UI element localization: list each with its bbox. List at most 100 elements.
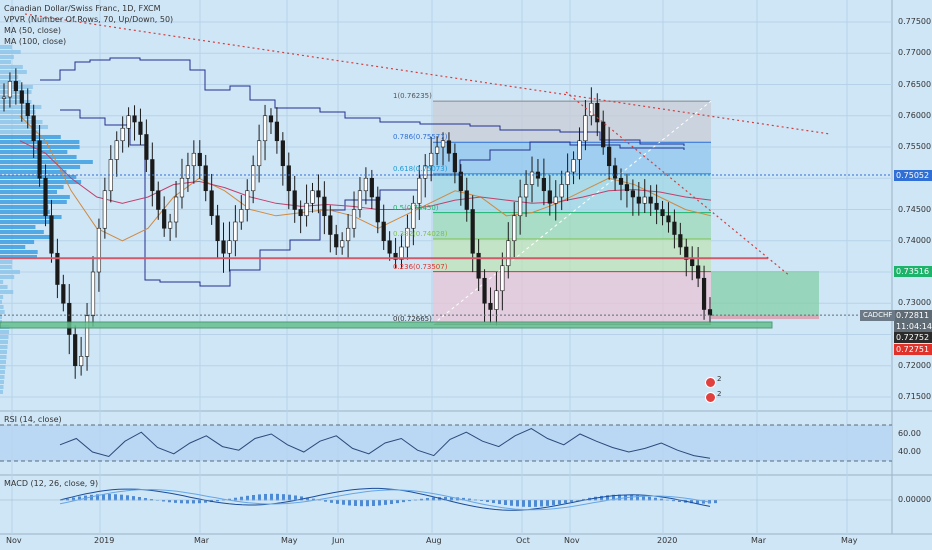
price-tick-label: 0.75500	[898, 142, 932, 151]
candle-down	[209, 190, 214, 217]
volume-profile-bar	[0, 345, 8, 349]
macd-histogram-bar	[408, 500, 411, 502]
macd-histogram-bar	[258, 494, 261, 501]
fib-zone	[433, 173, 711, 213]
volume-profile-bar	[0, 60, 12, 64]
macd-histogram-bar	[540, 500, 543, 507]
macd-histogram-bar	[240, 496, 243, 501]
volume-profile-bar	[0, 45, 12, 49]
candle-up	[245, 190, 250, 210]
volume-profile-bar	[0, 375, 5, 379]
candle-down	[595, 102, 600, 123]
candle-up	[351, 209, 357, 229]
volume-profile-bar	[0, 290, 14, 294]
candle-down	[268, 115, 274, 123]
macd-histogram-bar	[504, 500, 507, 505]
candle-up	[191, 152, 196, 167]
candle-down	[612, 165, 618, 179]
time-tick-label: Mar	[194, 536, 210, 545]
candle-up	[120, 127, 125, 142]
legend-rsi[interactable]: RSI (14, close)	[4, 415, 62, 424]
macd-histogram-bar	[90, 494, 93, 501]
macd-histogram-bar	[468, 498, 471, 501]
price-tag: 0.72751	[894, 344, 932, 356]
candle-down	[13, 81, 18, 92]
trend-drawings[interactable]	[0, 13, 892, 329]
candle-up	[7, 81, 13, 98]
macd-histogram-bar	[330, 500, 333, 503]
fib-zone	[433, 101, 711, 143]
candle-down	[701, 277, 707, 310]
volume-profile-bar	[0, 275, 15, 279]
legend-title[interactable]: Canadian Dollar/Swiss Franc, 1D, FXCM	[4, 4, 161, 13]
candle-down	[707, 309, 713, 316]
volume-profile-bar	[0, 240, 35, 244]
time-tick-label: May	[281, 536, 298, 545]
volume-profile-bar	[0, 195, 70, 199]
candle-down	[203, 165, 208, 192]
macd-histogram-bar	[360, 500, 363, 507]
vpvr-value-area-lines	[40, 57, 685, 287]
legend-macd[interactable]: MACD (12, 26, close, 9)	[4, 479, 99, 488]
price-tag: 11:04:14	[894, 321, 932, 333]
macd-histogram-bar	[510, 500, 513, 506]
event-flag-icon[interactable]	[705, 392, 716, 403]
volume-profile-bar	[0, 365, 6, 369]
candle-down	[286, 165, 291, 192]
macd-histogram-bar	[282, 494, 285, 501]
candle-up	[173, 196, 179, 223]
macd-histogram-bar	[72, 497, 75, 501]
macd-histogram-bar	[390, 500, 393, 505]
volume-profile-bar	[0, 350, 7, 354]
candle-up	[523, 184, 529, 198]
candle-down	[684, 246, 689, 260]
ma100-line	[19, 140, 712, 210]
candle-down	[156, 190, 161, 210]
legend-ma100[interactable]: MA (100, close)	[4, 37, 67, 46]
price-tick-label: 0.77500	[898, 17, 932, 26]
volume-profile-bar	[0, 105, 42, 109]
candle-down	[393, 252, 398, 260]
candle-up	[411, 202, 416, 229]
macd-histogram-bar	[564, 500, 567, 504]
candle-down	[197, 152, 202, 167]
macd-histogram-bar	[672, 500, 675, 502]
volume-profile-bar	[0, 210, 50, 214]
macd-pane[interactable]	[0, 476, 892, 534]
candle-up	[429, 152, 434, 167]
volume-profile-bar	[0, 50, 21, 54]
candle-up	[363, 177, 368, 192]
volume-profile-bar	[0, 305, 4, 309]
volume-profile-bar	[0, 260, 13, 264]
ma50-line	[19, 115, 712, 242]
legend-ma50[interactable]: MA (50, close)	[4, 26, 62, 35]
candle-up	[96, 227, 102, 273]
candle-down	[73, 334, 78, 367]
candle-down	[144, 134, 149, 160]
macd-line	[59, 487, 711, 511]
time-tick-label: Oct	[516, 536, 530, 545]
candle-down	[334, 234, 339, 248]
long-position-profit-zone	[711, 271, 819, 316]
candle-up	[583, 115, 588, 142]
macd-histogram-bar	[378, 500, 381, 506]
fib-level-label: 0.618(0.75073)	[393, 164, 448, 173]
macd-histogram-bar	[120, 494, 123, 501]
candle-up	[589, 102, 594, 117]
legend-vpvr[interactable]: VPVR (Number Of Rows, 70, Up/Down, 50)	[4, 15, 174, 24]
fib-zone	[433, 212, 711, 239]
event-flag-icon[interactable]	[705, 377, 716, 388]
fib-level-label: 0.236(0.73507)	[393, 262, 448, 271]
time-tick-label: May	[841, 536, 858, 545]
volume-profile-bar	[0, 170, 67, 174]
volume-profile-bar	[0, 310, 5, 314]
macd-histogram-bar	[420, 498, 423, 501]
macd-histogram-bar	[450, 497, 453, 501]
candle-down	[630, 190, 635, 198]
volume-profile-bar	[0, 185, 64, 189]
time-tick-label: Nov	[564, 536, 580, 545]
candle-down	[654, 202, 659, 210]
macd-histogram-bar	[432, 497, 435, 501]
volume-profile-bar	[0, 335, 9, 339]
